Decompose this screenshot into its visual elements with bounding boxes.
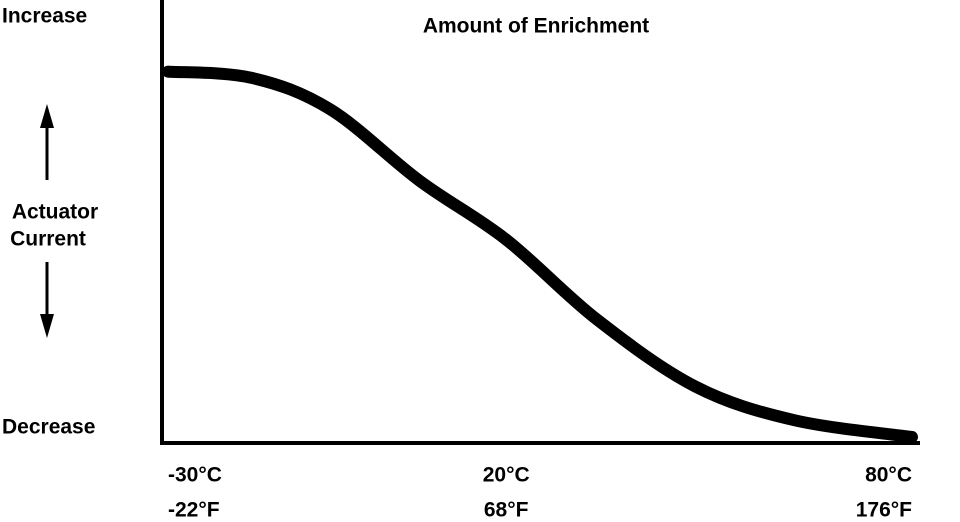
x-tick-label: -30°C — [168, 464, 222, 487]
x2-tick-label: 68°F — [484, 499, 529, 522]
x2-tick-label: 176°F — [856, 499, 912, 522]
x2-tick-label: -22°F — [168, 499, 220, 522]
x-tick-label: 80°C — [865, 464, 912, 487]
arrow-up — [40, 104, 54, 180]
x-tick-label: 20°C — [483, 464, 530, 487]
y-axis-label: Current — [10, 228, 86, 251]
chart-title: Amount of Enrichment — [423, 15, 649, 38]
arrow-down — [40, 262, 54, 338]
curve — [162, 65, 918, 443]
y-tick-label: Decrease — [2, 416, 95, 439]
y-tick-label: Increase — [2, 5, 87, 28]
y-axis-label: Actuator — [12, 201, 98, 224]
